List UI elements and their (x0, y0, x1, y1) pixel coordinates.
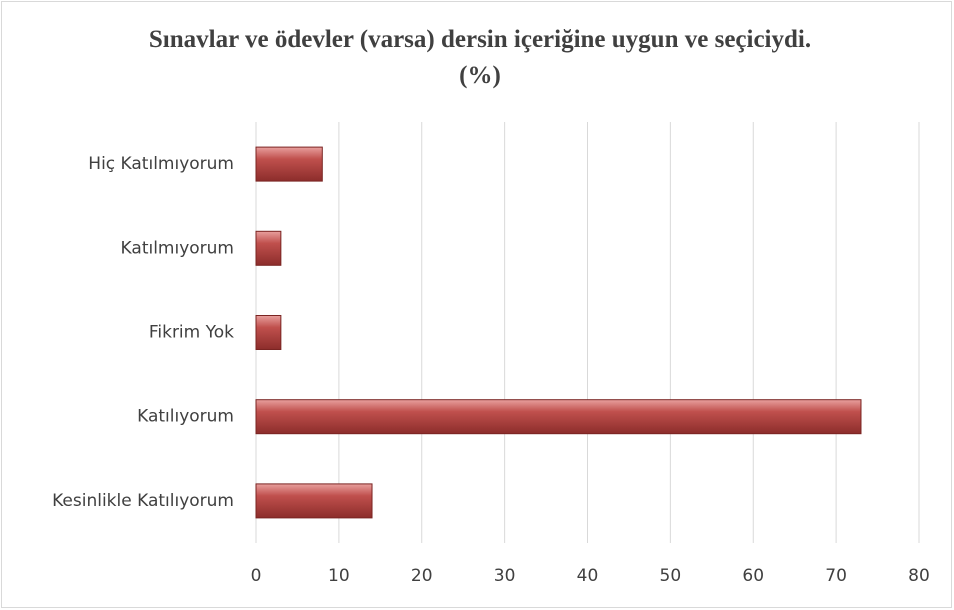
y-tick-label: Fikrim Yok (149, 323, 234, 343)
bar (255, 230, 282, 266)
x-tick-label: 20 (411, 566, 433, 586)
x-tick-label: 40 (577, 566, 599, 586)
x-tick-label: 60 (742, 566, 764, 586)
y-tick-label: Hiç Katılmıyorum (88, 154, 234, 174)
y-tick-label: Kesinlikle Katılıyorum (52, 491, 234, 511)
x-tick-label: 80 (908, 566, 930, 586)
x-tick-label: 50 (660, 566, 682, 586)
y-tick-label: Katılmıyorum (121, 238, 234, 258)
x-tick-label: 30 (494, 566, 516, 586)
x-tick-label: 0 (251, 566, 262, 586)
bar (255, 146, 323, 182)
x-tick-label: 70 (825, 566, 847, 586)
bar (255, 399, 862, 435)
bar (255, 315, 282, 350)
bar (255, 483, 373, 519)
chart-title: Sınavlar ve ödevler (varsa) dersin içeri… (148, 26, 812, 89)
x-tick-label: 10 (328, 566, 350, 586)
y-tick-label: Katılıyorum (137, 407, 234, 427)
